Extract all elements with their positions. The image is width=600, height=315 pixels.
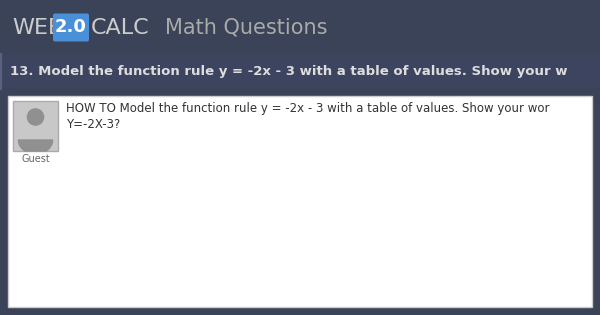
FancyBboxPatch shape xyxy=(53,14,89,42)
Text: HOW TO Model the function rule y = -2x - 3 with a table of values. Show your wor: HOW TO Model the function rule y = -2x -… xyxy=(66,102,550,115)
Text: CALC: CALC xyxy=(91,18,149,37)
Text: Y=-2X-3?: Y=-2X-3? xyxy=(66,118,120,131)
Text: 13. Model the function rule y = -2x - 3 with a table of values. Show your w: 13. Model the function rule y = -2x - 3 … xyxy=(10,65,568,78)
FancyBboxPatch shape xyxy=(13,101,58,151)
Text: Guest: Guest xyxy=(21,154,50,164)
Text: WEB: WEB xyxy=(12,18,63,37)
Polygon shape xyxy=(19,140,53,151)
Text: Math Questions: Math Questions xyxy=(165,18,328,37)
Text: 2.0: 2.0 xyxy=(55,19,87,37)
Circle shape xyxy=(28,109,44,125)
FancyBboxPatch shape xyxy=(8,96,592,307)
Bar xyxy=(0,0,600,55)
Bar xyxy=(0,88,600,315)
Bar xyxy=(0,55,600,88)
